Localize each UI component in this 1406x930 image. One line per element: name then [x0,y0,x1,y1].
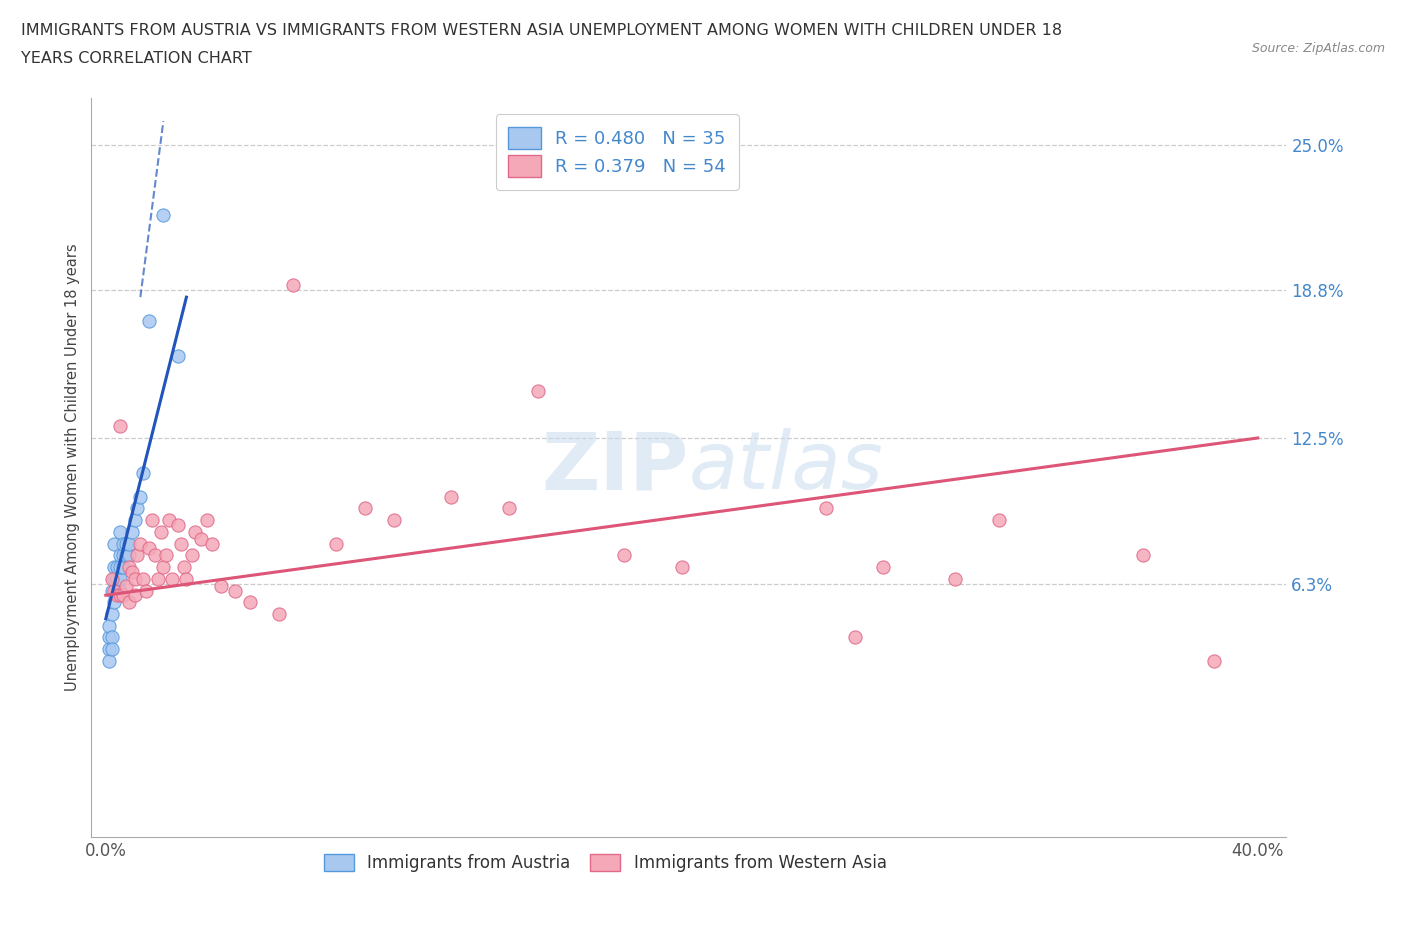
Point [671,560,693,575]
Point [105,560,128,575]
Legend: Immigrants from Austria, Immigrants from Western Asia: Immigrants from Austria, Immigrants from… [315,845,896,881]
Point [118,548,141,563]
Text: ZIP: ZIP [541,429,689,506]
Point [190,531,212,546]
Point [124,588,146,603]
Point [281,278,304,293]
Point [127,501,149,516]
Point [112,588,135,603]
Point [100,606,122,621]
Point [100,583,122,598]
Point [118,595,141,610]
Point [103,571,125,586]
Point [115,537,138,551]
Point [97,654,120,669]
Point [209,578,232,593]
Point [103,583,125,598]
Point [138,541,160,556]
Point [224,583,246,598]
Point [141,512,163,527]
Point [103,595,125,610]
Point [176,571,198,586]
Point [440,489,463,504]
Point [112,560,135,575]
Point [103,537,125,551]
Y-axis label: Unemployment Among Women with Children Under 18 years: Unemployment Among Women with Children U… [65,244,80,691]
Point [108,525,131,539]
Point [166,349,188,364]
Point [108,418,131,433]
Point [814,501,837,516]
Point [121,565,143,579]
Point [105,588,128,603]
Point [613,548,636,563]
Point [201,537,224,551]
Point [382,512,405,527]
Point [169,537,191,551]
Point [267,606,290,621]
Point [239,595,262,610]
Point [943,571,966,586]
Point [146,571,169,586]
Point [526,383,548,398]
Point [105,583,128,598]
Point [181,548,204,563]
Point [173,560,195,575]
Point [115,578,138,593]
Point [115,548,138,563]
Point [325,537,347,551]
Point [108,571,131,586]
Point [127,548,149,563]
Point [354,501,377,516]
Point [184,525,207,539]
Text: IMMIGRANTS FROM AUSTRIA VS IMMIGRANTS FROM WESTERN ASIA UNEMPLOYMENT AMONG WOMEN: IMMIGRANTS FROM AUSTRIA VS IMMIGRANTS FR… [21,23,1062,38]
Point [138,313,160,328]
Text: Source: ZipAtlas.com: Source: ZipAtlas.com [1251,42,1385,55]
Point [195,512,218,527]
Point [97,618,120,633]
Point [118,560,141,575]
Point [872,560,894,575]
Point [844,630,866,644]
Point [100,630,122,644]
Point [100,642,122,657]
Point [155,548,177,563]
Point [160,571,183,586]
Point [132,466,155,481]
Point [100,571,122,586]
Point [108,583,131,598]
Point [124,571,146,586]
Point [152,207,174,222]
Point [157,512,180,527]
Point [124,512,146,527]
Point [129,537,152,551]
Point [1204,654,1226,669]
Text: YEARS CORRELATION CHART: YEARS CORRELATION CHART [21,51,252,66]
Point [112,548,135,563]
Point [103,560,125,575]
Text: atlas: atlas [689,429,884,506]
Point [97,642,120,657]
Point [108,560,131,575]
Point [498,501,520,516]
Point [166,517,188,532]
Point [129,489,152,504]
Point [121,525,143,539]
Point [112,537,135,551]
Point [135,583,157,598]
Point [149,525,172,539]
Point [152,560,174,575]
Point [1132,548,1154,563]
Point [132,571,155,586]
Point [97,630,120,644]
Point [105,571,128,586]
Point [108,548,131,563]
Point [987,512,1010,527]
Point [108,588,131,603]
Point [143,548,166,563]
Point [118,537,141,551]
